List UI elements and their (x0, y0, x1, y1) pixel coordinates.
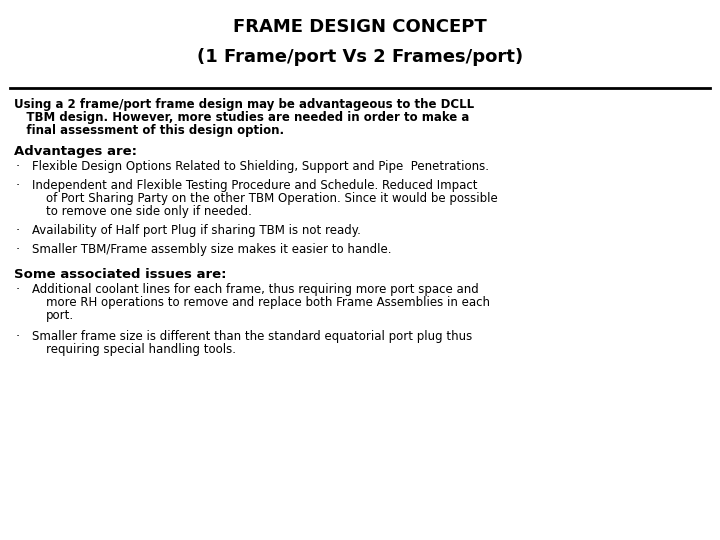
Text: ·: · (16, 160, 20, 173)
Text: ·: · (16, 330, 20, 343)
Text: to remove one side only if needed.: to remove one side only if needed. (46, 205, 252, 218)
Text: Using a 2 frame/port frame design may be advantageous to the DCLL: Using a 2 frame/port frame design may be… (14, 98, 474, 111)
Text: Smaller TBM/Frame assembly size makes it easier to handle.: Smaller TBM/Frame assembly size makes it… (32, 243, 392, 256)
Text: Advantages are:: Advantages are: (14, 145, 137, 158)
Text: final assessment of this design option.: final assessment of this design option. (14, 124, 284, 137)
Text: Some associated issues are:: Some associated issues are: (14, 268, 227, 281)
Text: FRAME DESIGN CONCEPT: FRAME DESIGN CONCEPT (233, 18, 487, 36)
Text: Additional coolant lines for each frame, thus requiring more port space and: Additional coolant lines for each frame,… (32, 283, 479, 296)
Text: Smaller frame size is different than the standard equatorial port plug thus: Smaller frame size is different than the… (32, 330, 472, 343)
Text: TBM design. However, more studies are needed in order to make a: TBM design. However, more studies are ne… (14, 111, 469, 124)
Text: Independent and Flexible Testing Procedure and Schedule. Reduced Impact: Independent and Flexible Testing Procedu… (32, 179, 477, 192)
Text: ·: · (16, 283, 20, 296)
Text: more RH operations to remove and replace both Frame Assemblies in each: more RH operations to remove and replace… (46, 296, 490, 309)
Text: (1 Frame/port Vs 2 Frames/port): (1 Frame/port Vs 2 Frames/port) (197, 48, 523, 66)
Text: ·: · (16, 224, 20, 237)
Text: Flexible Design Options Related to Shielding, Support and Pipe  Penetrations.: Flexible Design Options Related to Shiel… (32, 160, 489, 173)
Text: ·: · (16, 243, 20, 256)
Text: requiring special handling tools.: requiring special handling tools. (46, 343, 236, 356)
Text: ·: · (16, 179, 20, 192)
Text: Availability of Half port Plug if sharing TBM is not ready.: Availability of Half port Plug if sharin… (32, 224, 361, 237)
Text: port.: port. (46, 309, 74, 322)
Text: of Port Sharing Party on the other TBM Operation. Since it would be possible: of Port Sharing Party on the other TBM O… (46, 192, 498, 205)
